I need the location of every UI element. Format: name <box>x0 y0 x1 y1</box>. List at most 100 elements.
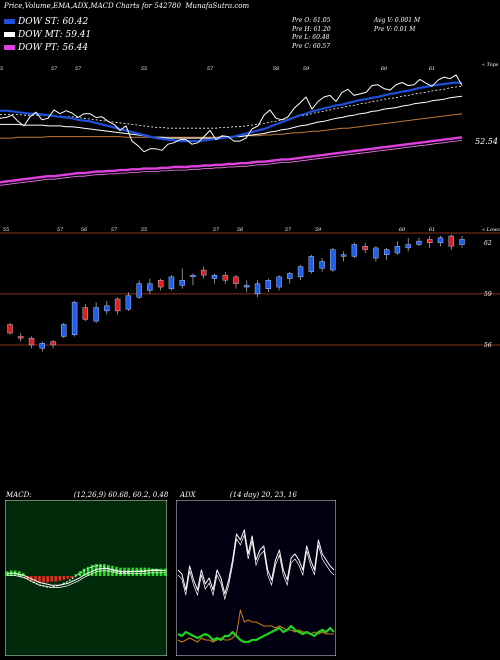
macd-hist-bar <box>50 576 53 582</box>
quote-open: Pre O: 61.05 <box>292 17 331 24</box>
macd-hist-bar <box>38 576 41 583</box>
candle-body <box>136 283 142 298</box>
macd-hist-bar <box>54 576 58 582</box>
candle-body <box>244 285 250 288</box>
legend-swatch-mt <box>4 32 15 37</box>
quote-high: Pre H: 61.20 <box>292 25 331 33</box>
macd-hist-bar <box>147 567 151 576</box>
candle-body <box>93 307 99 322</box>
header-site: MunafaSutra.com <box>185 2 250 10</box>
bottom-tick-label: 57 <box>111 227 118 233</box>
bottom-tick-label: 55 <box>141 227 147 233</box>
main-chart: « Tops « Lows 55 57 57 55 57 58 59 60 61 55 57 56 57 55… <box>0 62 500 352</box>
top-tick-label: 57 <box>207 66 214 72</box>
macd-hist-bar <box>98 564 102 576</box>
candle-body <box>383 249 390 255</box>
bottom-tick-label: 59 <box>315 227 322 233</box>
macd-title-label: MACD: <box>6 491 32 499</box>
series-line-ema-mt-upper <box>0 85 463 129</box>
candle-body <box>265 280 271 289</box>
macd-hist-bar <box>103 564 106 576</box>
series-line-ema-st <box>0 81 463 143</box>
candle-body <box>308 256 315 272</box>
candle-body <box>179 280 185 286</box>
adx-line-adx-shadow <box>177 533 335 601</box>
macd-hist-bar <box>163 568 167 576</box>
top-tick-label: 61 <box>429 66 435 72</box>
macd-hist-bar <box>66 576 70 579</box>
corner-tops-label: « Tops <box>482 62 499 68</box>
top-tick-label: 57 <box>51 66 58 72</box>
adx-line-adx <box>177 529 335 595</box>
candle-body <box>71 302 78 335</box>
adx-chart <box>176 500 336 656</box>
legend-label-mt: DOW MT: 59.41 <box>18 30 92 40</box>
candle-body <box>416 240 422 245</box>
price-tick-label: 59 <box>484 291 492 298</box>
price-panel: 62 59 56 <box>0 234 500 352</box>
macd-hist-bar <box>111 565 114 576</box>
header-title: Price,Volume,EMA,ADX,MACD Charts for 542… <box>4 2 181 10</box>
candle-body <box>7 324 13 334</box>
candle-body <box>61 324 67 337</box>
macd-params: (12,26,9) 60.68, 60.2, 0.48 <box>73 491 169 499</box>
legend-dow-pt: DOW PT: 56.44 <box>4 43 91 56</box>
legend-swatch-pt <box>4 45 15 50</box>
quote-avg-volume: Avg V: 0.001 M <box>374 17 421 24</box>
candle-body <box>157 280 164 288</box>
ema-value-label: 52.54 <box>475 137 498 146</box>
macd-hist-bar <box>155 568 159 576</box>
candle-body <box>405 244 411 249</box>
corner-lows-label: « Lows <box>482 227 500 233</box>
candle-body <box>18 336 24 339</box>
macd-hist-bar <box>62 576 66 580</box>
macd-hist-bar <box>74 574 78 576</box>
candle-body <box>459 239 465 245</box>
candle-body <box>201 269 207 276</box>
macd-plot <box>5 564 167 588</box>
candle-body <box>104 305 110 312</box>
candle-body <box>276 276 282 288</box>
bottom-tick-label: 60 <box>399 227 406 233</box>
bottom-tick-label: 57 <box>57 227 64 233</box>
price-tick-label: 62 <box>484 240 492 247</box>
macd-line <box>6 565 165 588</box>
bottom-tick-label: 56 <box>237 227 244 233</box>
candle-body <box>448 235 454 247</box>
adx-plot <box>177 529 335 644</box>
legend-dow-mt: DOW MT: 59.41 <box>4 30 91 43</box>
quote-close: Pre C: 60.57 <box>292 42 331 50</box>
candle-body <box>50 341 56 346</box>
macd-hist-bar <box>46 576 49 583</box>
macd-hist-bar <box>82 568 86 576</box>
price-tick-label: 56 <box>484 342 492 349</box>
series-line-ema-pt-band <box>0 140 463 186</box>
top-tick-label: 59 <box>303 66 310 72</box>
macd-hist-bar <box>107 564 110 576</box>
candle-body <box>330 249 336 271</box>
macd-hist-bar <box>151 568 155 576</box>
candle-body <box>297 266 304 278</box>
macd-hist-bar <box>70 576 74 578</box>
candle-body <box>254 283 261 295</box>
ema-panel: « Tops « Lows 55 57 57 55 57 58 59 60 61 55 57 56 57 55… <box>0 62 500 234</box>
top-tick-label: 57 <box>75 66 82 72</box>
legend-dow-st: DOW ST: 60.42 <box>4 17 91 30</box>
adx-title-label: ADX <box>180 491 196 499</box>
candle-body <box>233 276 239 284</box>
candle-body <box>340 254 347 257</box>
legend-label-pt: DOW PT: 56.44 <box>18 43 89 53</box>
legend-swatch-st <box>4 19 15 24</box>
adx-frame <box>176 500 336 656</box>
macd-chart <box>5 500 167 656</box>
quote-prev-volume: Pre V: 0.01 M <box>374 25 416 33</box>
macd-hist-bar <box>94 564 98 576</box>
candle-body <box>222 274 228 281</box>
macd-title: MACD: (12,26,9) 60.68, 60.2, 0.48 <box>6 491 168 499</box>
macd-hist-bar <box>58 576 62 581</box>
top-tick-label: 58 <box>273 66 279 72</box>
top-tick-label: 55 <box>141 66 147 72</box>
candle-body <box>373 247 379 259</box>
candle-body <box>427 239 433 244</box>
candle-body <box>39 343 45 349</box>
